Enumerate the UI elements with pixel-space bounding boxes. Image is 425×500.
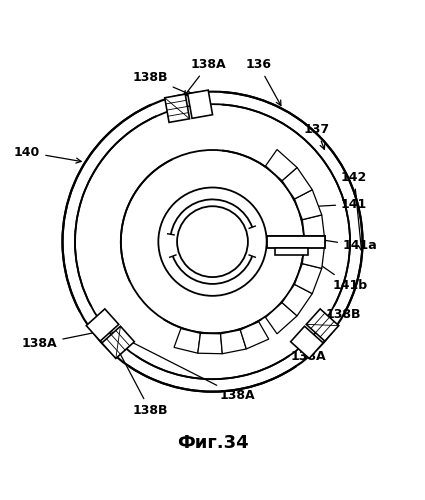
Polygon shape: [266, 150, 297, 180]
Text: 138A: 138A: [291, 344, 326, 363]
Polygon shape: [165, 94, 190, 122]
Polygon shape: [240, 322, 269, 349]
Text: 138B: 138B: [116, 345, 168, 417]
Polygon shape: [275, 248, 308, 254]
Text: 138B: 138B: [317, 308, 362, 333]
Polygon shape: [221, 330, 246, 353]
Text: 136: 136: [245, 58, 281, 106]
Text: 138A: 138A: [105, 328, 255, 402]
Text: 141: 141: [313, 198, 367, 210]
Polygon shape: [295, 264, 322, 294]
Text: 138B: 138B: [132, 70, 192, 96]
Polygon shape: [302, 242, 325, 268]
Text: 138A: 138A: [184, 58, 226, 96]
Polygon shape: [306, 309, 339, 341]
Text: 140: 140: [14, 146, 81, 163]
Text: 141b: 141b: [304, 254, 368, 292]
Polygon shape: [86, 309, 119, 341]
Text: 142: 142: [341, 170, 367, 250]
Polygon shape: [102, 326, 134, 358]
Polygon shape: [282, 284, 312, 316]
Polygon shape: [282, 168, 312, 199]
Polygon shape: [302, 215, 325, 242]
Polygon shape: [188, 90, 212, 118]
Polygon shape: [295, 190, 322, 220]
Polygon shape: [291, 326, 323, 358]
Polygon shape: [266, 236, 325, 240]
Text: 141a: 141a: [300, 235, 378, 252]
Polygon shape: [198, 334, 222, 353]
Text: 137: 137: [303, 122, 330, 150]
Polygon shape: [266, 302, 297, 334]
Polygon shape: [174, 328, 201, 353]
Text: 138A: 138A: [22, 330, 103, 350]
Polygon shape: [266, 236, 325, 248]
Text: Фиг.34: Фиг.34: [177, 434, 248, 452]
